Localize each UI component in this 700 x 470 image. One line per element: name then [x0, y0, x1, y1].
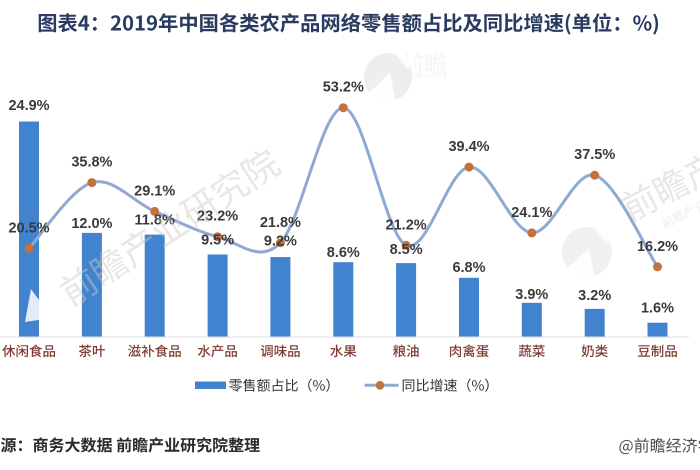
svg-text:23.2%: 23.2% — [197, 209, 238, 225]
svg-text:3.9%: 3.9% — [515, 287, 548, 303]
svg-text:35.8%: 35.8% — [71, 155, 112, 171]
svg-text:39.4%: 39.4% — [448, 139, 489, 155]
svg-text:37.5%: 37.5% — [574, 147, 615, 163]
svg-text:29.1%: 29.1% — [134, 183, 175, 199]
svg-text:9.5%: 9.5% — [201, 233, 234, 249]
svg-text:8.6%: 8.6% — [327, 245, 360, 261]
svg-text:16.2%: 16.2% — [637, 239, 678, 255]
svg-text:12.0%: 12.0% — [71, 216, 112, 232]
svg-text:3.2%: 3.2% — [578, 288, 611, 304]
svg-text:24.9%: 24.9% — [8, 98, 49, 114]
svg-text:8.5%: 8.5% — [390, 242, 423, 258]
svg-text:24.1%: 24.1% — [511, 205, 552, 221]
svg-text:6.8%: 6.8% — [452, 260, 485, 276]
svg-text:20.5%: 20.5% — [8, 220, 49, 236]
svg-text:1.6%: 1.6% — [641, 301, 674, 317]
svg-text:21.2%: 21.2% — [386, 217, 427, 233]
svg-text:9.2%: 9.2% — [264, 234, 297, 250]
svg-text:11.8%: 11.8% — [135, 213, 175, 229]
svg-text:53.2%: 53.2% — [323, 80, 364, 96]
svg-text:21.8%: 21.8% — [260, 215, 301, 231]
